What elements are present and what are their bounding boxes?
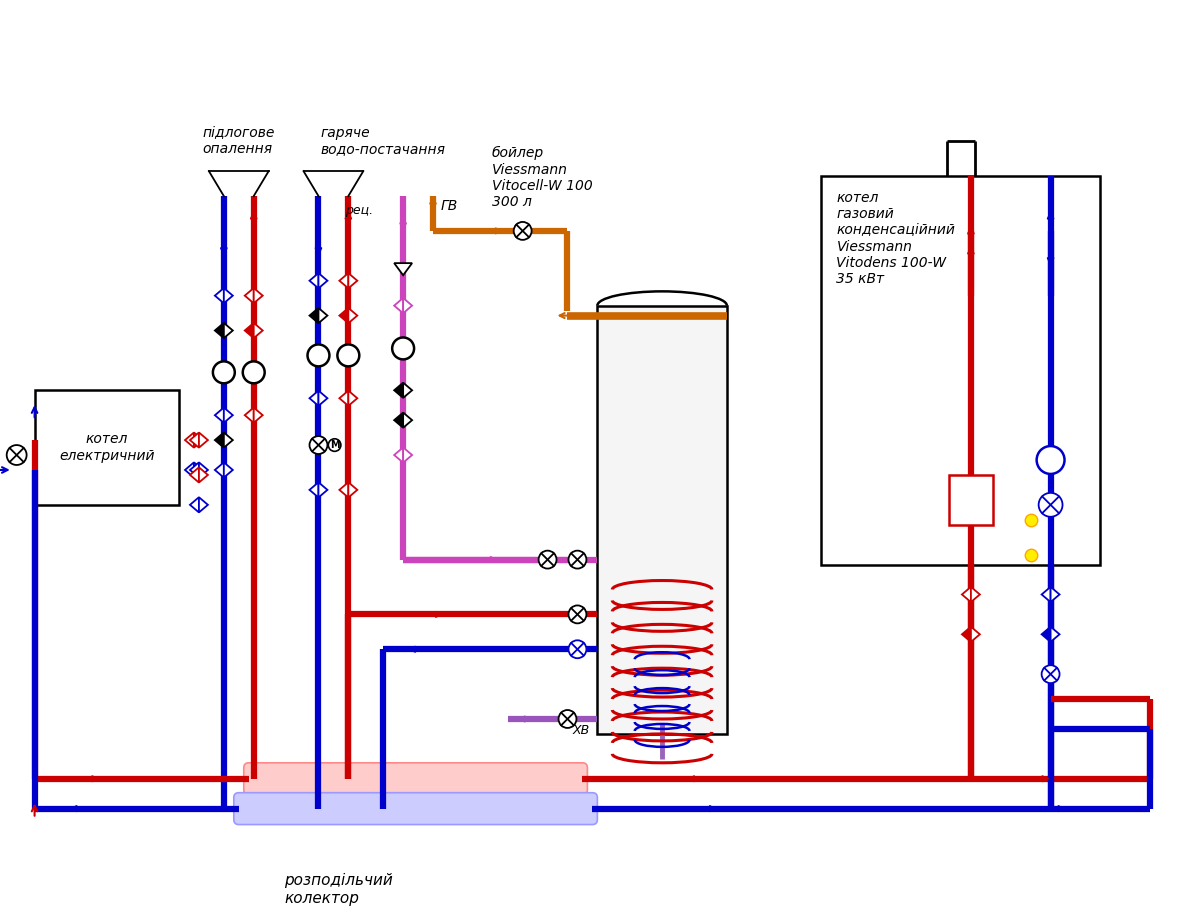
Polygon shape (224, 462, 233, 478)
Bar (35, 391, 179, 505)
Polygon shape (403, 413, 412, 427)
Polygon shape (1042, 627, 1050, 642)
Polygon shape (215, 433, 224, 448)
Circle shape (392, 337, 414, 359)
Polygon shape (199, 433, 208, 448)
Circle shape (307, 345, 330, 367)
Polygon shape (199, 497, 208, 513)
Circle shape (1037, 446, 1064, 474)
Polygon shape (394, 263, 412, 275)
Bar (822, 176, 1100, 564)
Polygon shape (340, 482, 348, 497)
Polygon shape (310, 391, 318, 406)
Text: бойлер
Viessmann
Vitocell-W 100
300 л: бойлер Viessmann Vitocell-W 100 300 л (492, 146, 593, 209)
Polygon shape (253, 407, 263, 423)
Polygon shape (1050, 627, 1060, 642)
Polygon shape (394, 448, 403, 462)
Polygon shape (318, 391, 328, 406)
Text: рец.: рец. (346, 204, 373, 218)
Polygon shape (245, 288, 253, 303)
Polygon shape (971, 627, 980, 642)
Polygon shape (185, 462, 194, 478)
Polygon shape (310, 482, 318, 497)
Polygon shape (962, 627, 971, 642)
Polygon shape (253, 323, 263, 338)
FancyBboxPatch shape (234, 793, 598, 824)
Text: котел
газовий
конденсаційний
Viessmann
Vitodens 100-W
35 кВт: котел газовий конденсаційний Viessmann V… (836, 191, 955, 286)
Polygon shape (310, 308, 318, 323)
Polygon shape (340, 308, 348, 323)
Polygon shape (190, 468, 199, 482)
Circle shape (212, 361, 235, 383)
Polygon shape (215, 407, 224, 423)
Polygon shape (348, 482, 358, 497)
Text: ХВ: ХВ (572, 724, 589, 737)
Polygon shape (224, 433, 233, 448)
Polygon shape (245, 323, 253, 338)
Polygon shape (348, 273, 358, 289)
Polygon shape (224, 407, 233, 423)
Circle shape (569, 550, 587, 569)
Polygon shape (394, 298, 403, 313)
Circle shape (1042, 665, 1060, 683)
Circle shape (514, 221, 532, 240)
Polygon shape (318, 482, 328, 497)
Polygon shape (199, 462, 208, 478)
Circle shape (7, 445, 26, 465)
Text: підлогове
опалення: підлогове опалення (203, 126, 275, 156)
Text: розподільчий
колектор: розподільчий колектор (284, 873, 392, 906)
Polygon shape (348, 308, 358, 323)
Polygon shape (394, 382, 403, 398)
Polygon shape (190, 433, 199, 448)
Bar (949, 475, 992, 525)
Bar (598, 306, 727, 734)
Text: гаряче
водо-постачання: гаряче водо-постачання (320, 126, 445, 156)
Circle shape (569, 606, 587, 623)
Polygon shape (403, 448, 412, 462)
Polygon shape (340, 391, 348, 406)
Polygon shape (1050, 587, 1060, 602)
Polygon shape (224, 288, 233, 303)
Polygon shape (199, 468, 208, 482)
Circle shape (310, 437, 328, 454)
Polygon shape (348, 391, 358, 406)
Text: M: M (330, 440, 340, 450)
Circle shape (1039, 493, 1062, 516)
Polygon shape (224, 323, 233, 338)
Circle shape (539, 550, 557, 569)
Text: котел
електричний: котел електричний (59, 433, 155, 462)
Polygon shape (190, 497, 199, 513)
Polygon shape (310, 273, 318, 289)
Polygon shape (403, 298, 412, 313)
Polygon shape (190, 462, 199, 478)
Circle shape (558, 710, 576, 728)
Circle shape (337, 345, 359, 367)
Circle shape (569, 641, 587, 658)
Polygon shape (194, 462, 203, 478)
Polygon shape (340, 273, 348, 289)
Polygon shape (1042, 587, 1050, 602)
Polygon shape (245, 407, 253, 423)
Text: ГВ: ГВ (440, 199, 458, 213)
Polygon shape (318, 273, 328, 289)
Polygon shape (215, 288, 224, 303)
Polygon shape (403, 382, 412, 398)
Polygon shape (394, 413, 403, 427)
Polygon shape (215, 323, 224, 338)
Polygon shape (318, 308, 328, 323)
Polygon shape (962, 587, 971, 602)
Polygon shape (185, 433, 194, 448)
Polygon shape (253, 288, 263, 303)
Polygon shape (215, 462, 224, 478)
Polygon shape (194, 433, 203, 448)
Circle shape (242, 361, 265, 383)
FancyBboxPatch shape (244, 763, 588, 795)
Polygon shape (971, 587, 980, 602)
